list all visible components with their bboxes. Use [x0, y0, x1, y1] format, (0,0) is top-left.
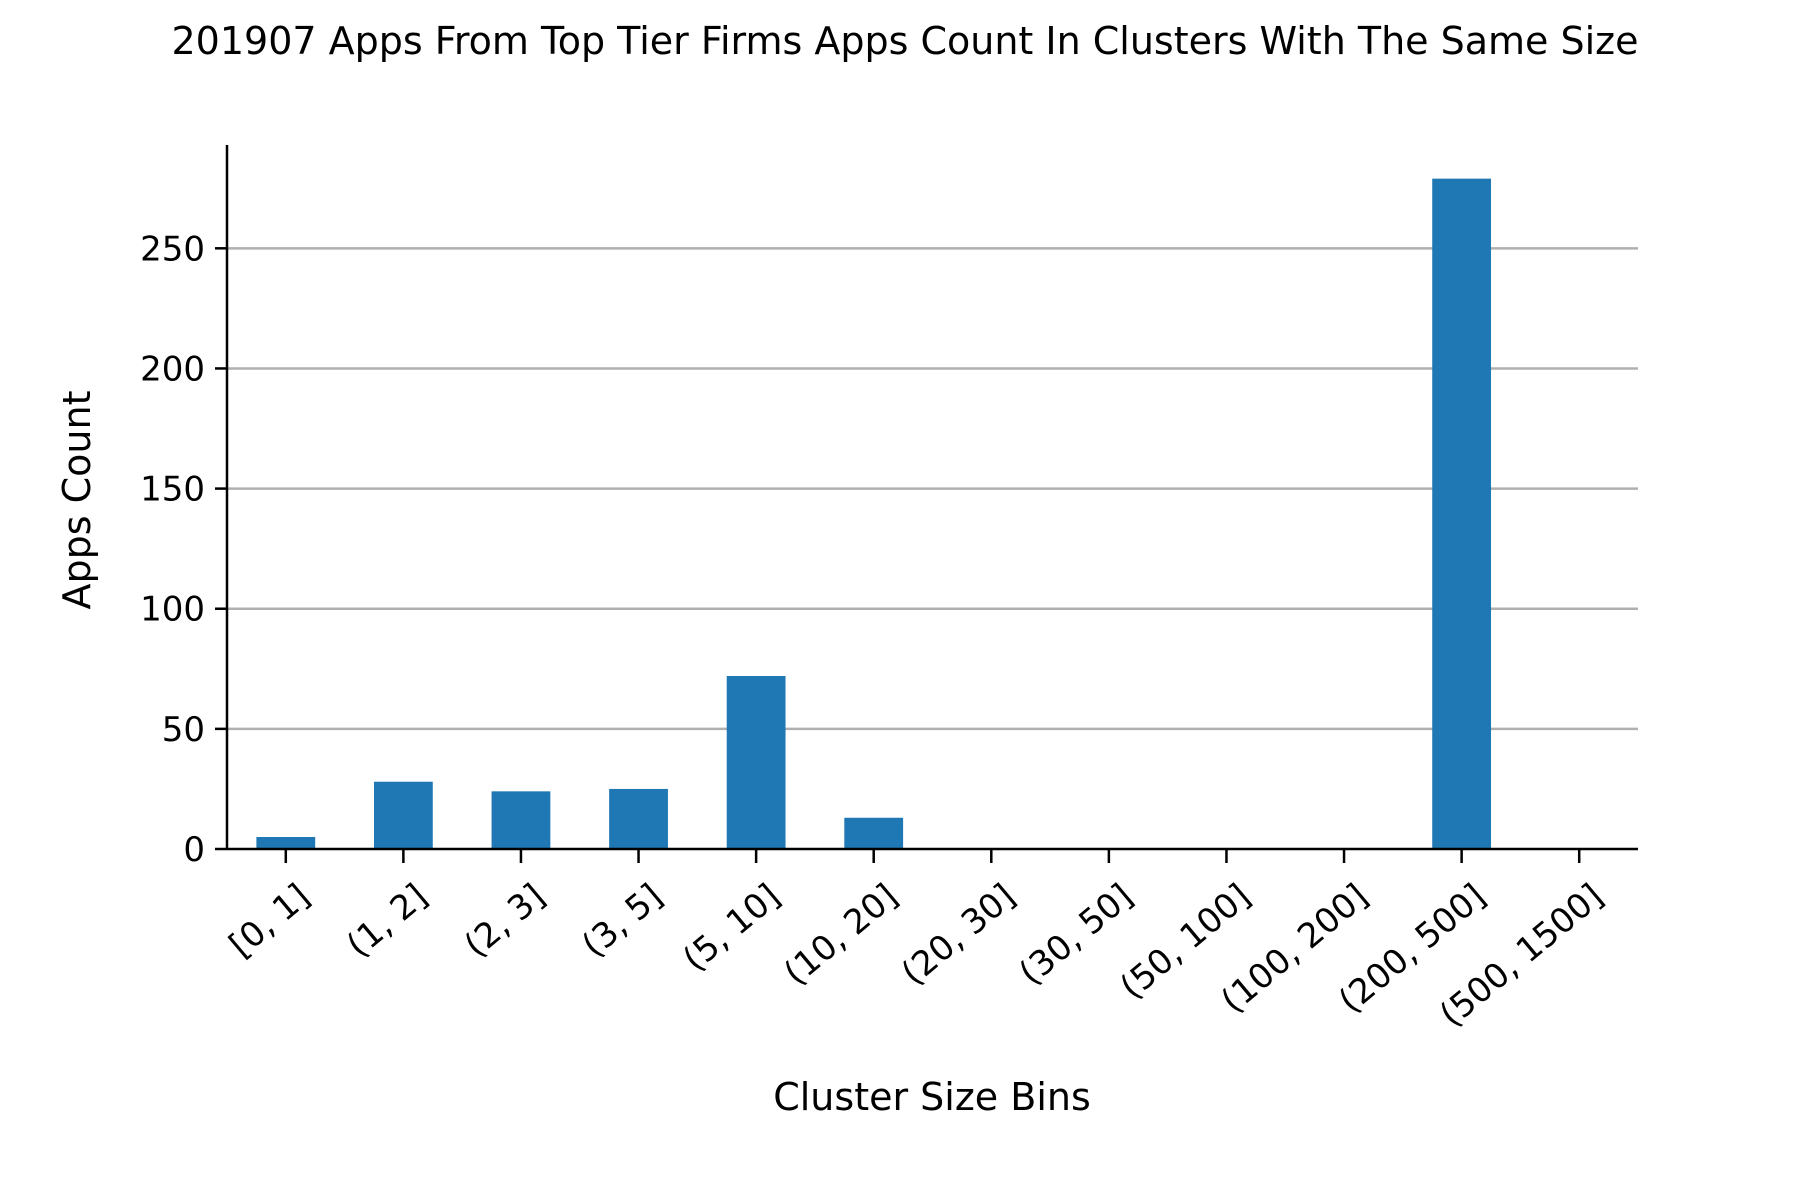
axes — [225, 145, 1638, 851]
bar-10 — [1432, 178, 1492, 849]
x-tick-label-3: (3, 5] — [575, 876, 671, 965]
gridlines — [227, 247, 1638, 731]
chart-title: 201907 Apps From Top Tier Firms Apps Cou… — [171, 19, 1638, 63]
y-tick-label-100: 100 — [140, 590, 205, 630]
y-tick-label-200: 200 — [140, 349, 205, 389]
y-tick-label-0: 0 — [183, 830, 205, 870]
bar-4 — [726, 676, 786, 849]
bars — [256, 178, 1492, 849]
bar-5 — [844, 817, 904, 849]
x-ticks: [0, 1] (1, 2] (2, 3] (3, 5] (5, 10](10, 20](… — [222, 849, 1611, 1035]
x-tick-label-6: (20, 30] — [894, 876, 1023, 993]
x-tick-label-4: (5, 10] — [676, 876, 788, 979]
bar-2 — [491, 791, 551, 849]
x-tick-label-1: (1, 2] — [339, 876, 435, 965]
x-tick-label-2: (2, 3] — [457, 876, 553, 965]
y-tick-label-250: 250 — [140, 229, 205, 269]
x-tick-label-5: (10, 20] — [777, 876, 906, 993]
x-tick-label-0: [0, 1] — [222, 876, 318, 965]
y-tick-label-50: 50 — [162, 710, 205, 750]
y-tick-label-150: 150 — [140, 470, 205, 510]
bar-3 — [609, 788, 668, 849]
y-axis-label: Apps Count — [55, 391, 99, 610]
bar-0 — [256, 836, 316, 849]
bar-1 — [373, 781, 433, 849]
x-axis-label: Cluster Size Bins — [773, 1075, 1091, 1119]
y-ticks: 0 50 100 150 200 250 — [140, 229, 227, 870]
